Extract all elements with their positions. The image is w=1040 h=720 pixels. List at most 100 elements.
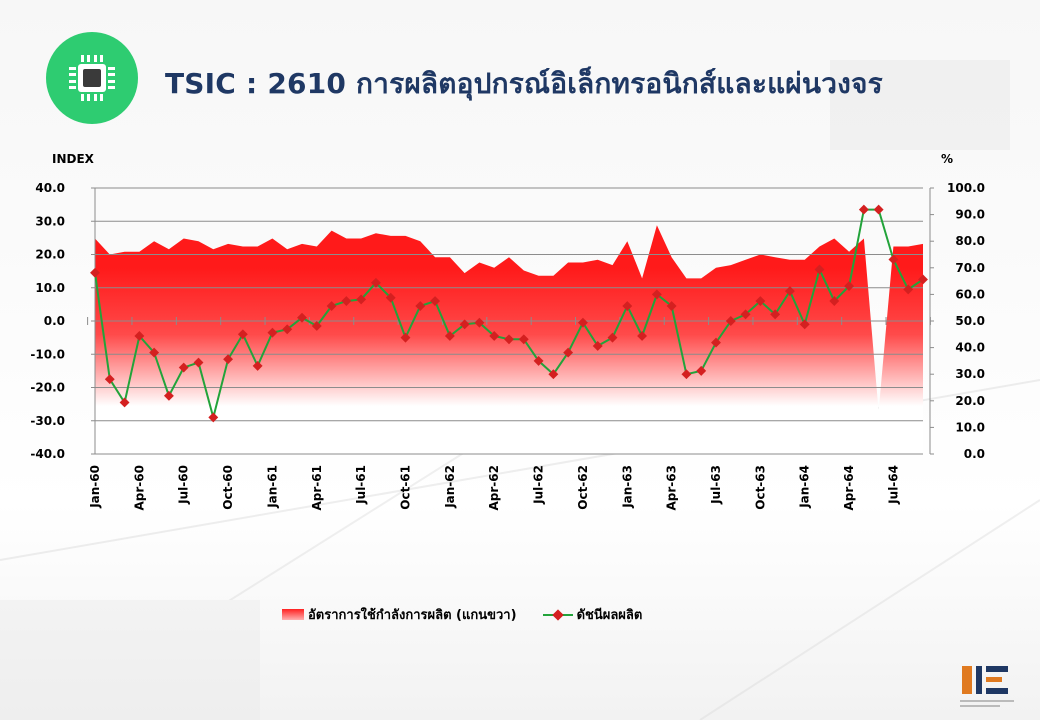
index-point bbox=[622, 301, 633, 311]
index-point bbox=[400, 332, 411, 343]
index-line-group bbox=[90, 204, 928, 423]
index-point bbox=[814, 264, 825, 275]
index-point bbox=[474, 317, 485, 328]
index-point bbox=[297, 312, 307, 323]
index-point bbox=[237, 329, 248, 340]
left-tick-label: -40.0 bbox=[30, 447, 65, 461]
legend-item-capacity: อัตราการใช้กำลังการผลิต (แกนขวา) bbox=[282, 604, 517, 625]
index-point bbox=[799, 319, 810, 330]
x-tick-label: Jan-60 bbox=[88, 465, 102, 509]
index-point bbox=[651, 289, 662, 300]
index-point bbox=[430, 296, 441, 306]
x-tick-label: Jan-61 bbox=[265, 465, 279, 509]
left-tick-label: -20.0 bbox=[30, 381, 65, 395]
index-point bbox=[208, 412, 219, 423]
chart: 40.0 30.0 20.0 10.0 0.0 -10.0 -20.0 -30.0 -40.0 1… bbox=[30, 181, 985, 510]
index-point bbox=[533, 355, 544, 366]
microchip-icon bbox=[69, 55, 115, 101]
index-point bbox=[178, 362, 189, 373]
index-point bbox=[858, 204, 869, 215]
index-point bbox=[134, 331, 145, 341]
index-point bbox=[577, 317, 588, 328]
oie-logo bbox=[960, 666, 1014, 707]
x-tick-label: Jan-62 bbox=[443, 465, 457, 509]
index-point bbox=[903, 284, 914, 295]
right-tick-label: 100.0 bbox=[947, 181, 985, 195]
index-point bbox=[696, 365, 707, 376]
index-point bbox=[681, 369, 692, 380]
legend: อัตราการใช้กำลังการผลิต (แกนขวา) ดัชนีผล… bbox=[282, 604, 668, 625]
index-point bbox=[607, 332, 618, 343]
left-tick-label: -30.0 bbox=[30, 414, 65, 428]
right-tick-label: 30.0 bbox=[955, 367, 985, 381]
index-point bbox=[844, 281, 855, 292]
left-tick-label: 10.0 bbox=[35, 281, 65, 295]
x-tick-label: Jul-62 bbox=[532, 465, 546, 505]
index-point bbox=[489, 331, 500, 341]
x-tick-label: Oct-63 bbox=[753, 465, 767, 510]
index-point bbox=[592, 340, 603, 351]
index-point bbox=[223, 354, 234, 365]
index-point bbox=[548, 369, 559, 380]
x-tick-label: Jan-64 bbox=[798, 465, 812, 509]
left-axis-title: INDEX bbox=[52, 152, 94, 166]
x-tick-label: Apr-61 bbox=[310, 465, 324, 510]
microchip-icon-badge bbox=[46, 32, 138, 124]
legend-label-index: ดัชนีผลผลิต bbox=[576, 608, 643, 623]
right-tick-label: 80.0 bbox=[955, 234, 985, 248]
right-tick-label: 40.0 bbox=[955, 341, 985, 355]
tick-labels: 40.0 30.0 20.0 10.0 0.0 -10.0 -20.0 -30.0 -40.0 1… bbox=[30, 181, 985, 510]
x-tick-label: Jan-63 bbox=[620, 465, 634, 509]
right-tick-label: 60.0 bbox=[955, 287, 985, 301]
left-tick-label: 20.0 bbox=[35, 248, 65, 262]
x-tick-label: Jul-64 bbox=[886, 465, 900, 505]
index-point bbox=[755, 296, 766, 306]
right-tick-label: 90.0 bbox=[955, 208, 985, 222]
index-point bbox=[444, 331, 455, 341]
index-point bbox=[370, 277, 381, 288]
right-tick-label: 50.0 bbox=[955, 314, 985, 328]
index-point bbox=[282, 324, 293, 335]
x-tick-label: Jul-60 bbox=[177, 465, 191, 505]
legend-swatch-line bbox=[542, 608, 573, 621]
index-point bbox=[829, 296, 840, 306]
index-point bbox=[149, 347, 160, 358]
index-point bbox=[311, 321, 322, 331]
index-point bbox=[415, 301, 426, 311]
left-tick-label: 0.0 bbox=[44, 314, 65, 328]
index-point bbox=[740, 309, 751, 320]
legend-swatch-area bbox=[282, 609, 304, 620]
index-point bbox=[193, 357, 204, 368]
index-point bbox=[163, 390, 174, 401]
x-tick-label: Apr-64 bbox=[842, 465, 856, 510]
x-tick-label: Apr-62 bbox=[487, 465, 501, 510]
index-point bbox=[666, 301, 677, 311]
legend-item-index: ดัชนีผลผลิต bbox=[542, 604, 643, 625]
index-point bbox=[267, 327, 278, 338]
index-point bbox=[518, 334, 529, 345]
x-tick-label: Oct-61 bbox=[399, 465, 413, 510]
index-point bbox=[356, 294, 367, 305]
x-tick-label: Jul-63 bbox=[709, 465, 723, 505]
index-point bbox=[725, 316, 736, 326]
index-point bbox=[341, 296, 352, 306]
index-point bbox=[770, 309, 781, 320]
index-point bbox=[385, 292, 396, 303]
index-point bbox=[637, 331, 648, 341]
x-tick-label: Oct-60 bbox=[221, 465, 235, 510]
page-title: TSIC : 2610 การผลิตอุปกรณ์อิเล็กทรอนิกส์… bbox=[165, 67, 883, 100]
legend-label-capacity: อัตราการใช้กำลังการผลิต (แกนขวา) bbox=[308, 608, 517, 623]
index-point bbox=[784, 286, 795, 297]
right-tick-label: 20.0 bbox=[955, 394, 985, 408]
index-point bbox=[918, 274, 928, 285]
x-tick-label: Jul-61 bbox=[354, 465, 368, 505]
left-tick-label: 30.0 bbox=[35, 214, 65, 228]
index-point bbox=[326, 301, 337, 311]
right-tick-label: 10.0 bbox=[955, 420, 985, 434]
index-point bbox=[711, 337, 721, 348]
index-point bbox=[873, 204, 884, 215]
x-tick-label: Apr-60 bbox=[132, 465, 146, 510]
index-point bbox=[504, 334, 514, 345]
x-tick-label: Apr-63 bbox=[665, 465, 679, 510]
left-tick-label: -10.0 bbox=[30, 347, 65, 361]
